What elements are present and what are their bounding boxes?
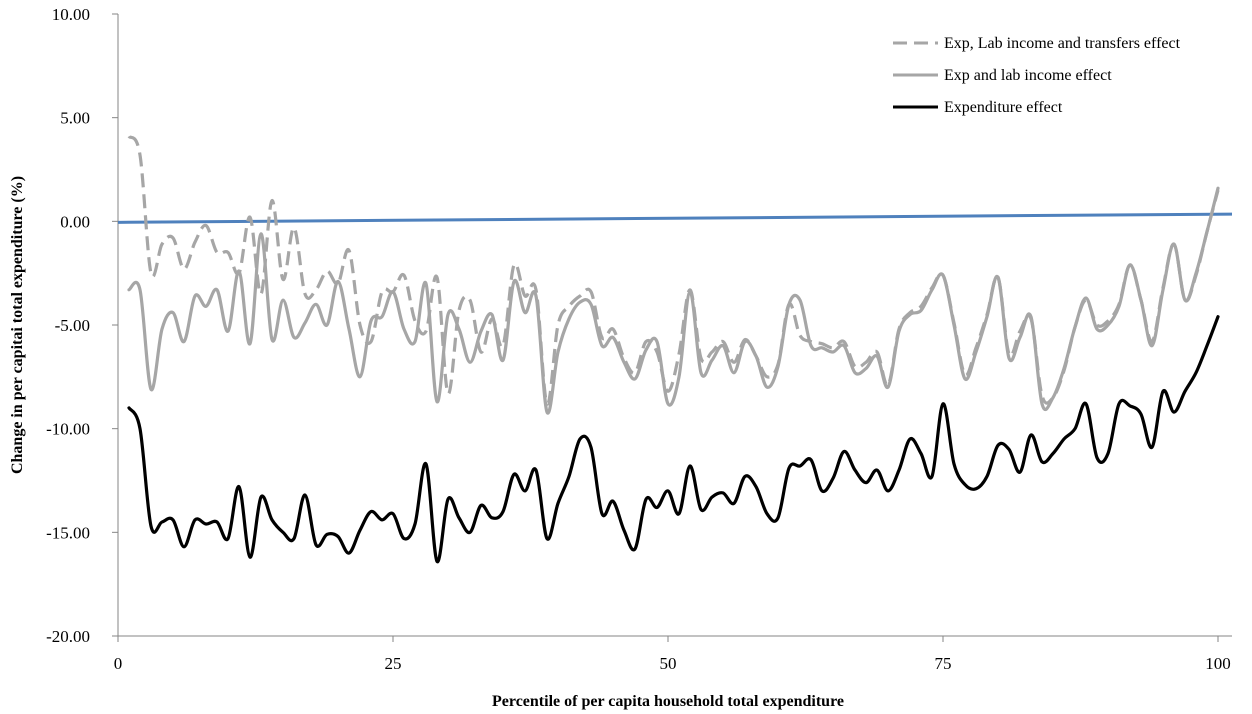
y-tick-label: 0.00 — [60, 212, 90, 231]
x-tick-label: 0 — [114, 654, 123, 673]
x-tick-label: 50 — [660, 654, 677, 673]
y-tick-label: 10.00 — [52, 5, 90, 24]
series-line-exp-lab-transfers — [127, 135, 1220, 406]
x-tick-label: 100 — [1205, 654, 1231, 673]
y-tick-label: 5.00 — [60, 109, 90, 128]
legend-label: Exp and lab income effect — [944, 67, 1112, 84]
axes: 10.00 5.00 0.00 -5.00 -10.00 -15.00 -20.00 0 25 5… — [46, 5, 1233, 673]
x-tick-label: 75 — [935, 654, 952, 673]
legend-item-exp-lab-transfers: Exp, Lab income and transfers effect — [893, 35, 1181, 52]
y-tick-label: -20.00 — [46, 627, 90, 646]
y-tick-label: -15.00 — [46, 523, 90, 542]
x-axis-title: Percentile of per capita household total… — [492, 693, 844, 710]
series-layer — [127, 135, 1220, 564]
legend: Exp, Lab income and transfers effect Exp … — [893, 35, 1181, 116]
series-line-expenditure — [127, 315, 1220, 564]
x-tick-label: 25 — [385, 654, 402, 673]
y-tick-label: -5.00 — [55, 316, 90, 335]
legend-item-expenditure: Expenditure effect — [893, 99, 1063, 116]
y-axis-title: Change in per capitai total expenditure … — [9, 176, 26, 474]
legend-item-exp-lab-income: Exp and lab income effect — [893, 67, 1112, 84]
zero-baseline — [117, 212, 1233, 224]
y-tick-label: -10.00 — [46, 420, 90, 439]
legend-label: Exp, Lab income and transfers effect — [944, 35, 1181, 52]
legend-label: Expenditure effect — [944, 99, 1063, 116]
